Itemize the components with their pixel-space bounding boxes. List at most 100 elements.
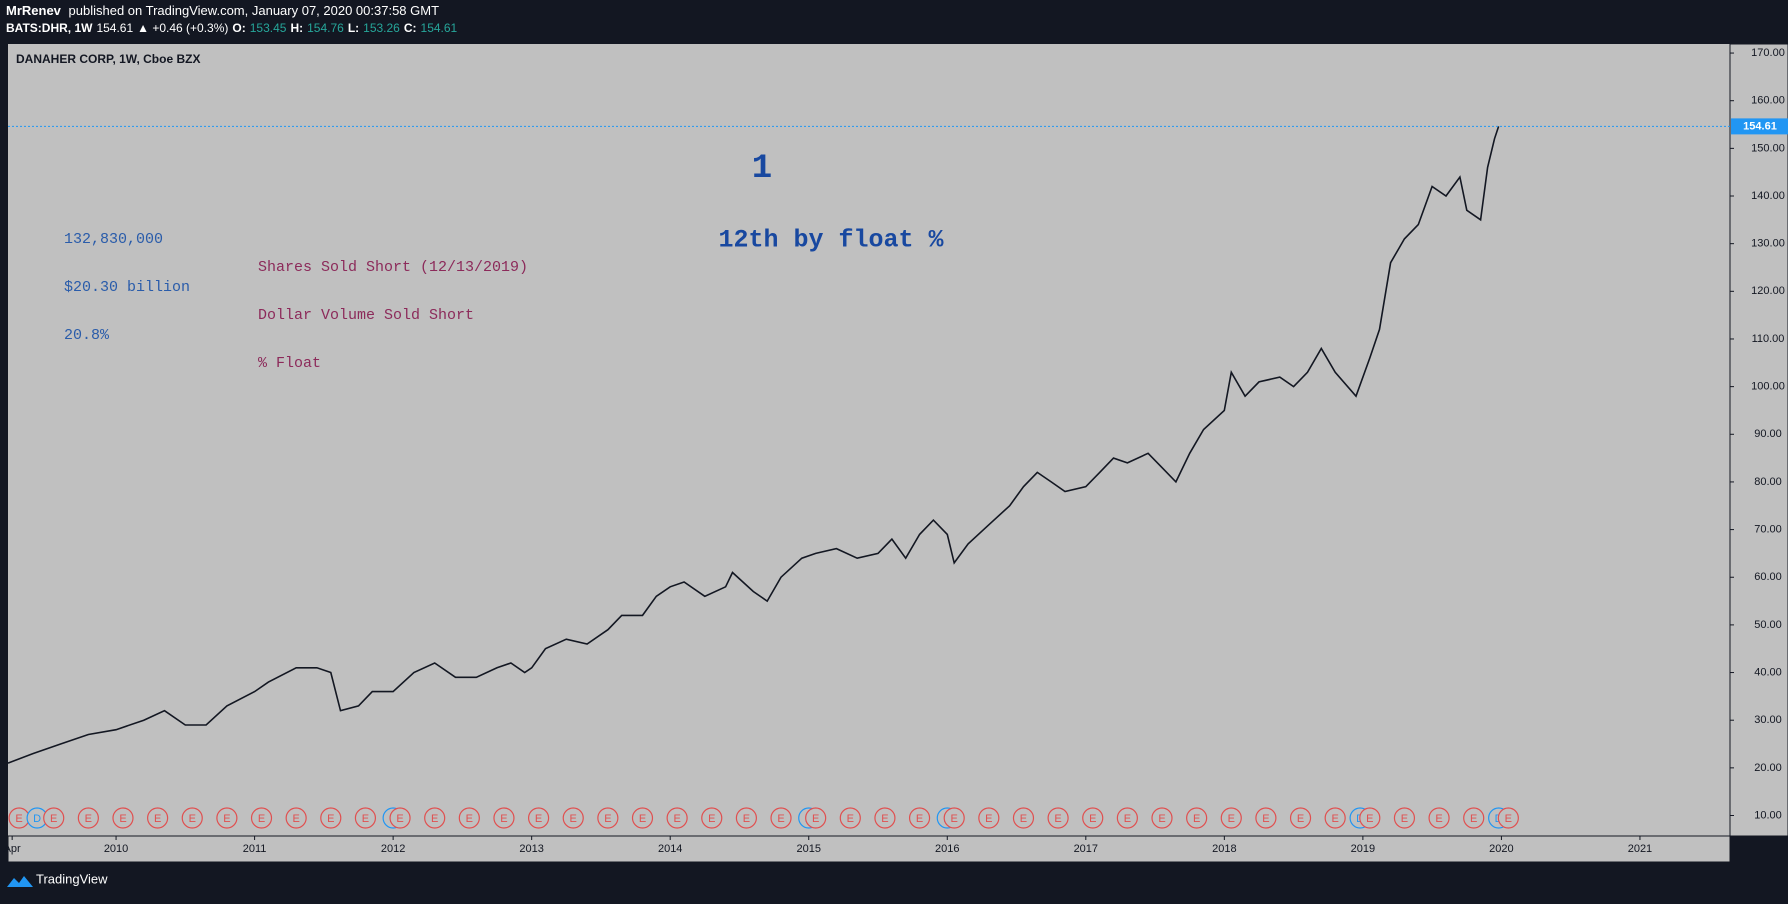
byline: MrRenev published on TradingView.com, Ja…: [6, 3, 439, 18]
event-marker: [701, 807, 723, 829]
event-label: E: [258, 813, 265, 825]
price-line: [7, 126, 1500, 764]
x-tick-label: 2011: [243, 843, 267, 855]
event-marker: [285, 807, 307, 829]
y-tick-label: 30.00: [1754, 714, 1782, 726]
footer-brand[interactable]: TradingView: [36, 871, 108, 886]
header-part: MrRenev: [6, 3, 62, 18]
event-marker: [1289, 807, 1312, 829]
quote: BATS:DHR, 1W 154.61 ▲ +0.46 (+0.3%) O: 153.4…: [6, 21, 458, 35]
header-part: 154.61: [96, 21, 133, 35]
price-axis: [1729, 43, 1788, 837]
header-part: ▲ +0.46 (+0.3%): [137, 21, 228, 35]
x-tick-label: 2016: [935, 843, 959, 855]
x-tick-label: 2018: [1212, 843, 1236, 855]
x-tick-label: 2013: [519, 843, 543, 855]
event-label: E: [223, 813, 230, 825]
last-price-box: [1731, 118, 1788, 135]
event-label: E: [812, 813, 819, 825]
event-marker: [389, 807, 411, 829]
header-part: L:: [348, 21, 359, 35]
event-marker: [1497, 807, 1519, 829]
event-label: E: [985, 813, 992, 825]
event-label: E: [431, 813, 438, 825]
x-tick-label: 2015: [796, 843, 820, 855]
event-marker: [562, 807, 584, 829]
annotation: 20.8%: [64, 327, 110, 344]
event-label: E: [189, 813, 196, 825]
header-part: published on TradingView.com, January 07…: [65, 3, 439, 18]
event-label: E: [1089, 813, 1096, 825]
event-label: E: [916, 813, 923, 825]
event-marker: [493, 807, 515, 829]
x-tick-label: 2014: [658, 843, 682, 855]
event-label: E: [951, 813, 958, 825]
annotation: $20.30 billion: [64, 279, 190, 296]
event-label: E: [1401, 813, 1408, 825]
event-label: E: [777, 813, 784, 825]
event-marker: [666, 807, 688, 829]
event-label: E: [535, 813, 542, 825]
x-tick-label: 2021: [1628, 843, 1652, 855]
event-marker: [527, 807, 550, 829]
x-tick-label: 2012: [381, 843, 405, 855]
event-marker: [631, 807, 654, 829]
event-label: E: [1158, 813, 1165, 825]
y-tick-label: 130.00: [1751, 238, 1785, 250]
event-marker: [805, 807, 827, 829]
y-tick-label: 60.00: [1754, 571, 1782, 583]
event-marker: [424, 807, 446, 829]
event-marker: [43, 807, 65, 829]
event-marker: [908, 807, 931, 829]
event-marker: [1082, 807, 1104, 829]
event-label: E: [673, 813, 680, 825]
annotation: Shares Sold Short (12/13/2019): [258, 259, 528, 276]
y-tick-label: 140.00: [1751, 190, 1785, 202]
event-label: E: [500, 813, 507, 825]
event-label: E: [1366, 813, 1373, 825]
event-marker: [735, 807, 757, 829]
event-label: E: [1435, 813, 1442, 825]
event-label: E: [85, 813, 92, 825]
event-marker: [1047, 807, 1069, 829]
event-label: E: [1193, 813, 1200, 825]
event-marker: [1359, 807, 1381, 829]
event-marker: [1012, 807, 1035, 829]
event-label: E: [1020, 813, 1027, 825]
event-marker: [1186, 807, 1208, 829]
event-label: E: [847, 813, 854, 825]
event-label: E: [881, 813, 888, 825]
y-tick-label: 160.00: [1751, 95, 1785, 107]
event-label: E: [396, 813, 403, 825]
event-label: E: [1262, 813, 1269, 825]
event-label: E: [154, 813, 161, 825]
event-marker: [1463, 807, 1485, 829]
annotation: 1: [752, 150, 772, 188]
event-marker: [458, 807, 480, 829]
event-marker: [1255, 807, 1277, 829]
event-label: D: [33, 813, 41, 825]
event-marker: [320, 807, 342, 829]
event-marker: [1116, 807, 1138, 829]
event-marker: [216, 807, 238, 829]
event-marker: [839, 807, 861, 829]
event-marker: [1324, 807, 1346, 829]
event-marker: [1393, 807, 1416, 829]
event-label: E: [292, 813, 299, 825]
event-marker: [597, 807, 619, 829]
event-label: E: [639, 813, 646, 825]
annotation: Dollar Volume Sold Short: [258, 307, 474, 324]
event-label: E: [362, 813, 369, 825]
header-part: C:: [404, 21, 417, 35]
event-label: E: [1228, 813, 1235, 825]
event-label: E: [1470, 813, 1477, 825]
header-part: 154.76: [307, 21, 344, 35]
event-marker: [147, 807, 169, 829]
x-tick-label: 2019: [1351, 843, 1375, 855]
event-label: E: [1054, 813, 1061, 825]
event-marker: [181, 807, 203, 829]
time-axis: [7, 835, 1731, 863]
y-tick-label: 80.00: [1754, 476, 1782, 488]
chart-title: DANAHER CORP, 1W, Cboe BZX: [16, 52, 200, 66]
logo[interactable]: [7, 876, 33, 887]
